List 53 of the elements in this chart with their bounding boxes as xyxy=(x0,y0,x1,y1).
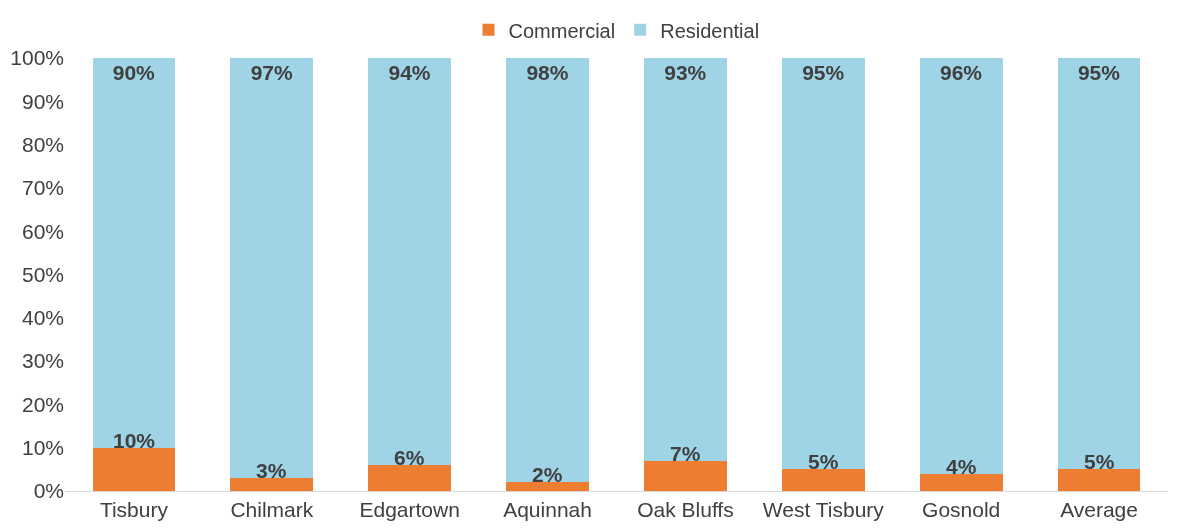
y-tick-label: 40% xyxy=(21,306,64,330)
y-tick-label: 10% xyxy=(21,436,64,460)
data-label: 3% xyxy=(256,459,287,482)
bar xyxy=(506,58,589,483)
y-tick-label: 60% xyxy=(21,219,64,243)
data-label: 10% xyxy=(113,429,156,452)
data-label: 98% xyxy=(526,61,569,84)
x-tick-label: West Tisbury xyxy=(762,498,885,522)
y-tick-label: 50% xyxy=(21,262,64,286)
x-tick-label: Average xyxy=(1060,498,1138,522)
bar xyxy=(92,447,176,491)
bar xyxy=(644,460,727,491)
legend-label: Residential xyxy=(660,19,760,42)
data-label: 95% xyxy=(1077,61,1121,84)
y-tick-label: 100% xyxy=(10,46,64,70)
y-tick-label: 90% xyxy=(21,89,64,113)
data-label: 7% xyxy=(670,442,701,465)
bar xyxy=(506,482,589,491)
bar xyxy=(1057,58,1141,470)
data-label: 93% xyxy=(664,61,707,84)
data-label: 6% xyxy=(394,446,425,469)
bar xyxy=(368,58,452,466)
bar xyxy=(230,478,314,491)
bar xyxy=(781,58,865,470)
y-tick-label: 70% xyxy=(21,176,64,200)
y-tick-label: 0% xyxy=(33,479,64,503)
data-label: 2% xyxy=(532,463,563,486)
y-tick-label: 30% xyxy=(21,349,64,373)
legend-label: Commercial xyxy=(508,19,616,42)
bar xyxy=(644,58,727,461)
bar xyxy=(92,58,176,448)
x-tick-label: Aquinnah xyxy=(503,498,592,522)
bar xyxy=(919,473,1003,491)
x-tick-label: Edgartown xyxy=(359,498,460,522)
x-tick-label: Chilmark xyxy=(230,498,314,522)
data-label: 95% xyxy=(802,61,845,84)
bar xyxy=(230,58,314,479)
data-label: 5% xyxy=(1084,450,1115,473)
y-tick-label: 80% xyxy=(21,132,64,156)
bar xyxy=(781,469,865,491)
y-tick-label: 20% xyxy=(21,392,64,416)
data-label: 90% xyxy=(112,61,156,84)
bar xyxy=(1057,469,1141,491)
x-tick-label: Oak Bluffs xyxy=(637,498,734,522)
bar xyxy=(919,58,1003,474)
x-tick-label: Gosnold xyxy=(922,498,1001,522)
data-label: 4% xyxy=(946,455,977,478)
data-label: 94% xyxy=(388,61,431,84)
data-label: 97% xyxy=(250,61,293,84)
x-tick-label: Tisbury xyxy=(99,498,169,522)
bar xyxy=(368,465,452,491)
data-label: 5% xyxy=(808,450,839,473)
data-label: 96% xyxy=(940,61,983,84)
